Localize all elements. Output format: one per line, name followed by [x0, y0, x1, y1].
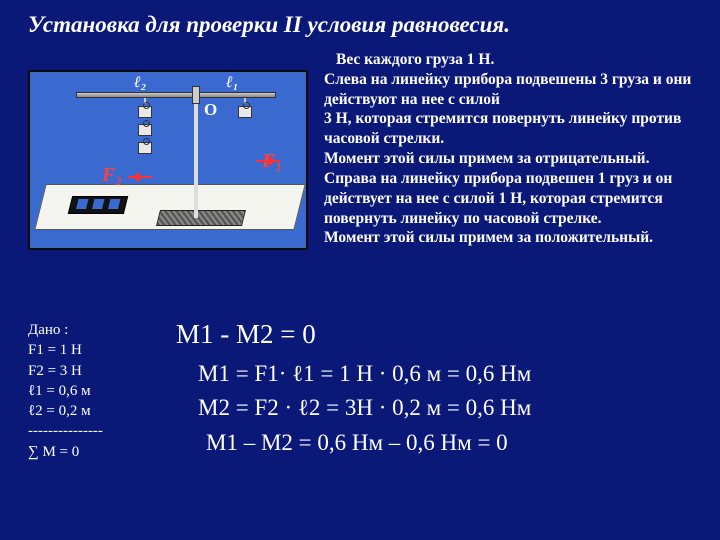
equation-diff: М1 – М2 = 0,6 Нм – 0,6 Нм = 0	[176, 426, 531, 461]
label-F2: F₂	[102, 164, 122, 187]
pivot-clamp	[192, 86, 200, 104]
given-header: Дано :	[28, 320, 103, 340]
description-text: Вес каждого груза 1 Н. Слева на линейку …	[324, 50, 704, 248]
left-weight-2	[138, 124, 152, 136]
given-result: ∑ М = 0	[28, 442, 103, 462]
force-arrow-F2	[128, 176, 152, 178]
right-weight-1	[238, 106, 252, 118]
label-l2: ℓ₂	[134, 74, 146, 92]
equation-M2: М2 = F2 · ℓ2 = 3Н · 0,2 м = 0,6 Нм	[176, 391, 531, 426]
given-separator: ---------------	[28, 421, 103, 441]
label-O: О	[204, 100, 217, 120]
stand-base	[156, 210, 246, 226]
given-F1: F1 = 1 Н	[28, 340, 103, 360]
desc-line-weight: Вес каждого груза 1 Н.	[324, 50, 704, 70]
desc-moment-pos: Момент этой силы примем за положительный…	[324, 228, 704, 248]
lever-ruler	[76, 92, 276, 98]
equation-M1: М1 = F1· ℓ1 = 1 Н · 0,6 м = 0,6 Нм	[176, 357, 531, 392]
desc-moment-neg: Момент этой силы примем за отрицательный…	[324, 149, 704, 169]
device-base	[68, 196, 128, 214]
given-l1: ℓ1 = 0,6 м	[28, 381, 103, 401]
left-weight-1	[138, 106, 152, 118]
given-block: Дано : F1 = 1 Н F2 = 3 Н ℓ1 = 0,6 м ℓ2 =…	[28, 320, 103, 462]
slide-title: Установка для проверки II условия равнов…	[28, 12, 510, 38]
equations-block: М1 - М2 = 0 М1 = F1· ℓ1 = 1 Н · 0,6 м = …	[176, 314, 531, 460]
given-F2: F2 = 3 Н	[28, 361, 103, 381]
left-weight-3	[138, 142, 152, 154]
desc-right-forces: Справа на линейку прибора подвешен 1 гру…	[324, 169, 704, 228]
equation-main: М1 - М2 = 0	[176, 314, 531, 355]
given-l2: ℓ2 = 0,2 м	[28, 401, 103, 421]
label-l1: ℓ₁	[226, 74, 238, 92]
apparatus-diagram: ℓ₂ ℓ₁ О F₂ F₁	[28, 70, 308, 250]
stand-pole	[194, 88, 198, 218]
desc-left-forces-2: 3 Н, которая стремится повернуть линейку…	[324, 109, 704, 149]
force-arrow-F1	[256, 160, 280, 162]
desc-left-forces-1: Слева на линейку прибора подвешены 3 гру…	[324, 70, 704, 110]
